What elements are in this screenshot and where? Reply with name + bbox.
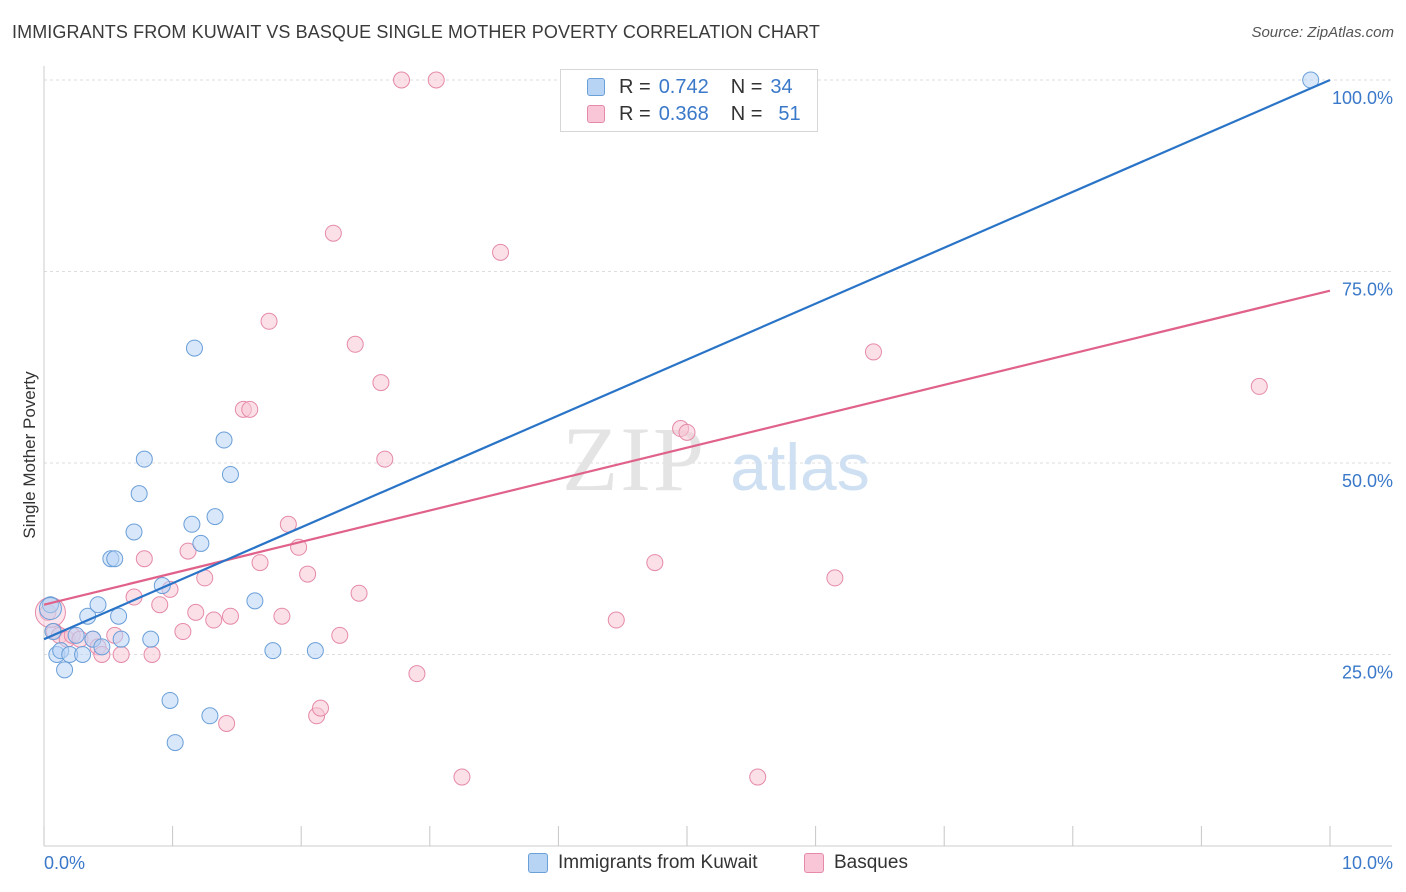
basques-point [350,584,368,602]
tick-labels: 25.0% 50.0% 75.0% 100.0% 0.0% 10.0% [44,88,1393,873]
kuwait-point [106,550,124,568]
y-tick-label: 100.0% [1332,88,1393,108]
source-attribution: Source: ZipAtlas.com [1251,24,1394,41]
basques-point [143,646,161,663]
kuwait-point [246,592,264,610]
basques-point [346,335,364,353]
basques-point [151,596,169,614]
kuwait-point [74,646,92,663]
series-legend: Immigrants from Kuwait Basques [0,852,1406,878]
kuwait-point [264,642,282,660]
kuwait-point [221,465,239,483]
legend-n-value: 51 [778,102,801,125]
trend-lines [43,78,1331,641]
basques-point [864,343,882,361]
basques-point [311,699,329,717]
basques-point [453,768,471,786]
basques-point [749,768,767,786]
basques-point [221,607,239,625]
legend-swatch-pink [587,105,605,123]
legend-label-kuwait: Immigrants from Kuwait [558,852,758,873]
basques-point [607,611,625,629]
axes [43,66,1392,847]
basques-point [324,224,342,242]
legend-r-label: R = [619,75,651,98]
basques-point [646,554,664,572]
legend-row-basques: R = 0.368 N = 51 [587,102,801,126]
kuwait-point [201,707,219,725]
basques-point [260,312,278,330]
gridlines [44,79,1392,655]
kuwait-point [185,339,203,357]
kuwait-trend-line [43,78,1331,641]
legend-n-label: N = [730,102,763,125]
kuwait-point [130,485,148,503]
y-tick-label: 75.0% [1342,280,1393,300]
kuwait-points [38,71,1320,752]
kuwait-point [41,596,59,614]
legend-row-kuwait: R = 0.742 N = 34 [587,75,793,99]
legend-n-value: 34 [770,75,793,98]
kuwait-point [215,431,233,449]
basques-point [251,554,269,572]
y-tick-label: 50.0% [1342,471,1393,491]
legend-item-basques: Basques [804,852,908,874]
basques-point [427,71,445,89]
kuwait-point [67,626,85,644]
watermark-atlas: atlas [730,430,869,504]
legend-label-basques: Basques [834,852,908,873]
basques-point [218,714,236,732]
basques-point [112,646,130,663]
correlation-legend: R = 0.742 N = 34 R = 0.368 N = 51 [560,69,818,132]
kuwait-point [135,450,153,468]
basques-point [393,71,411,89]
basques-point [273,607,291,625]
kuwait-point [192,534,210,552]
x-tick-label: 0.0% [44,853,85,873]
basques-point [826,569,844,587]
basques-point [492,243,510,261]
legend-swatch-blue [528,853,548,873]
legend-swatch-blue [587,78,605,96]
basques-point [174,623,192,641]
legend-item-kuwait: Immigrants from Kuwait [528,852,758,874]
basques-point [678,423,696,441]
kuwait-point [93,638,111,656]
y-tick-label: 25.0% [1342,663,1393,683]
legend-n-label: N = [730,75,763,98]
x-tick-label: 10.0% [1342,853,1393,873]
basques-trend-line [43,289,1331,606]
kuwait-point [161,691,179,709]
kuwait-point [142,630,160,648]
legend-swatch-pink [804,853,824,873]
basques-point [135,550,153,568]
basques-point [205,611,223,629]
kuwait-point [125,523,143,541]
kuwait-point [166,734,184,752]
basques-point [187,603,205,621]
kuwait-point [89,596,107,614]
legend-r-label: R = [619,102,651,125]
legend-r-value: 0.368 [658,102,709,125]
kuwait-point [206,508,224,526]
basques-point [372,374,390,392]
basques-point [408,665,426,683]
basques-point [1250,377,1268,395]
basques-point [331,626,349,644]
kuwait-point [183,515,201,533]
kuwait-point [112,630,130,648]
basques-point [299,565,317,583]
legend-r-value: 0.742 [658,75,709,98]
chart-title: IMMIGRANTS FROM KUWAIT VS BASQUE SINGLE … [12,22,820,42]
kuwait-point [306,642,324,660]
basques-point [179,542,197,560]
kuwait-point [110,607,128,625]
basques-point [376,450,394,468]
kuwait-point [38,597,62,621]
basques-point [241,400,259,418]
kuwait-point [56,661,74,679]
watermark: ZIP atlas [562,408,870,510]
